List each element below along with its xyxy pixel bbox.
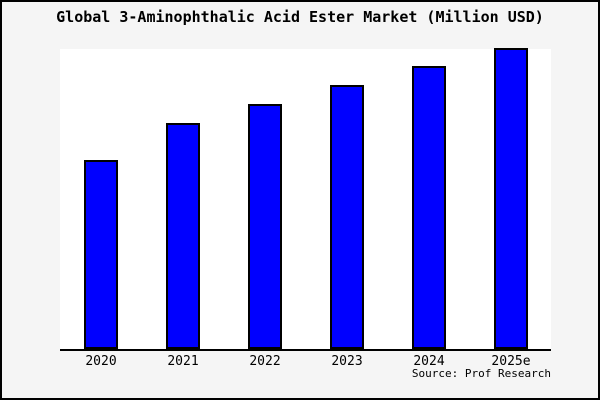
chart-title: Global 3-Aminophthalic Acid Ester Market… xyxy=(56,8,544,26)
x-tick-label-2024: 2024 xyxy=(413,354,445,369)
x-tick-label-2022: 2022 xyxy=(249,354,281,369)
x-tick-label-2021: 2021 xyxy=(167,354,199,369)
x-tick-label-2025e: 2025e xyxy=(491,354,531,369)
bar-2022 xyxy=(248,104,282,349)
source-note: Source: Prof Research xyxy=(411,367,551,380)
x-tick-label-2023: 2023 xyxy=(331,354,363,369)
bar-2024 xyxy=(412,66,446,349)
bar-2025e xyxy=(494,48,528,349)
plot-area xyxy=(60,48,551,351)
bar-2021 xyxy=(166,123,200,349)
x-tick-label-2020: 2020 xyxy=(85,354,117,369)
bar-2020 xyxy=(84,160,118,349)
bar-2023 xyxy=(330,85,364,349)
x-axis-labels: 2020 2021 2022 2023 2024 2025e xyxy=(60,354,551,370)
